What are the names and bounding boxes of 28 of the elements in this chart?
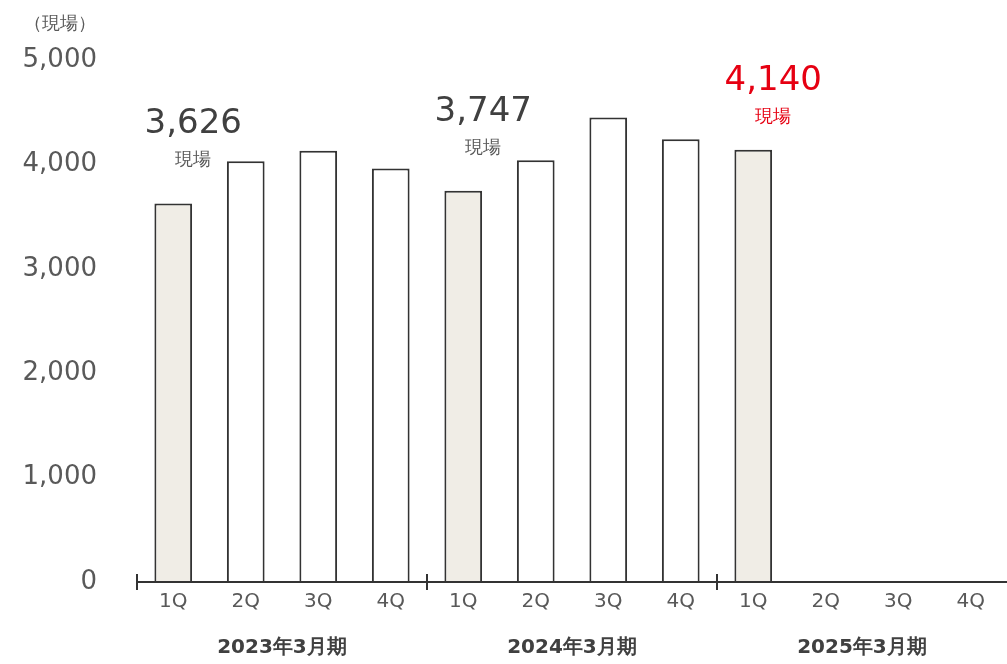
x-tick-label: 1Q bbox=[449, 588, 478, 613]
data-label: 4,140 bbox=[724, 57, 822, 98]
text: 2025年3月期 bbox=[797, 634, 927, 659]
y-tick-label: 3,000 bbox=[22, 251, 97, 282]
y-tick-label: 0 bbox=[80, 564, 97, 595]
x-tick-label: 3Q bbox=[884, 588, 913, 613]
annotation: 現場 bbox=[175, 148, 212, 170]
data-label: 3,747 bbox=[434, 88, 532, 129]
text: 2023年3月期 bbox=[217, 634, 347, 659]
x-tick-label: 4Q bbox=[666, 588, 695, 613]
y-tick-label: 1,000 bbox=[22, 460, 97, 491]
y-tick-label: 2,000 bbox=[22, 355, 97, 386]
data-label: 3,626 bbox=[144, 101, 242, 142]
x-tick-label: 1Q bbox=[739, 588, 768, 613]
x-tick-label: 2Q bbox=[521, 588, 550, 613]
text: 2024年3月期 bbox=[507, 634, 637, 659]
x-tick-label: 2Q bbox=[231, 588, 260, 613]
x-tick-label: 1Q bbox=[159, 588, 188, 613]
annotation: 現場 bbox=[755, 104, 792, 126]
x-tick-label: 3Q bbox=[594, 588, 623, 613]
x-tick-label: 3Q bbox=[304, 588, 333, 613]
y-axis-title: （現場） bbox=[24, 11, 96, 33]
y-tick-label: 4,000 bbox=[22, 147, 97, 178]
x-tick-label: 4Q bbox=[956, 588, 985, 613]
annotation: 現場 bbox=[465, 135, 502, 157]
x-tick-label: 2Q bbox=[811, 588, 840, 613]
x-tick-label: 4Q bbox=[376, 588, 405, 613]
y-tick-label: 5,000 bbox=[22, 42, 97, 73]
